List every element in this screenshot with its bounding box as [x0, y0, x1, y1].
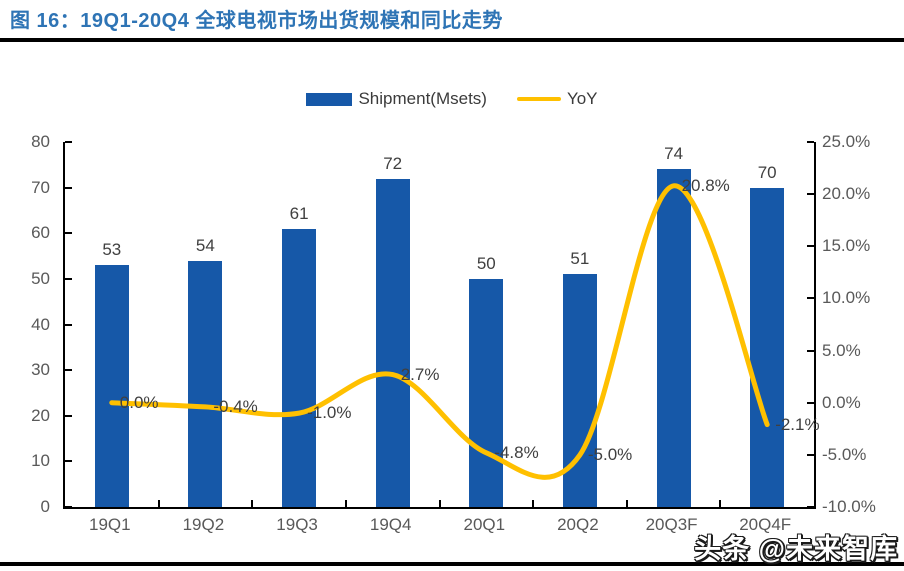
right-axis-label-5.0%: 5.0% — [822, 340, 861, 360]
legend-item-yoy: YoY — [516, 89, 598, 109]
left-axis-label-20: 20 — [31, 405, 50, 425]
x-axis-tick — [344, 500, 347, 507]
yoy-line-swatch-icon — [516, 97, 561, 101]
left-axis-tick — [65, 232, 72, 235]
right-axis-tick — [807, 506, 814, 508]
right-axis-tick — [807, 245, 814, 248]
left-axis-tick — [65, 460, 72, 463]
left-axis-label-50: 50 — [31, 268, 50, 288]
left-axis-tick — [65, 141, 72, 143]
bar-value-label-19Q4: 72 — [383, 153, 403, 173]
right-axis-tick — [807, 193, 814, 196]
right-axis-tick — [807, 401, 814, 404]
legend-item-shipment: Shipment(Msets) — [306, 89, 487, 109]
right-axis-tick — [807, 453, 814, 456]
bar-19Q2 — [188, 260, 223, 507]
yoy-value-label-19Q3: -1.0% — [307, 403, 352, 423]
bar-19Q3 — [282, 228, 317, 507]
x-axis-label-20Q2: 20Q2 — [557, 515, 599, 534]
x-axis-label-20Q1: 20Q1 — [463, 515, 506, 534]
right-axis-label-10.0%: 10.0% — [822, 288, 871, 308]
yoy-value-label-20Q3F: 20.8% — [681, 175, 730, 195]
left-axis-labels: 0 10 20 30 40 50 60 70 80 — [0, 132, 50, 516]
bar-19Q1 — [94, 265, 129, 507]
bar-19Q4 — [375, 178, 410, 507]
left-axis-label-30: 30 — [31, 360, 50, 380]
bar-value-label-19Q2: 54 — [195, 235, 215, 255]
left-axis-tick — [65, 186, 72, 189]
x-axis-tick — [532, 500, 535, 507]
x-axis-label-20Q3F: 20Q3F — [645, 515, 698, 534]
figure-title: 图 16：19Q1-20Q4 全球电视市场出货规模和同比走势 — [10, 10, 503, 32]
bar-value-label-20Q4F: 70 — [757, 162, 777, 182]
right-axis-tick — [807, 349, 814, 352]
left-axis-label-0: 0 — [40, 497, 50, 516]
bar-value-label-19Q3: 61 — [289, 203, 309, 223]
bar-20Q3F — [656, 169, 691, 507]
left-axis-label-80: 80 — [31, 132, 50, 151]
x-axis-label-19Q1: 19Q1 — [89, 515, 131, 534]
bar-20Q1 — [469, 278, 504, 507]
left-axis-label-70: 70 — [31, 177, 50, 197]
yoy-value-label-19Q1: 0.0% — [119, 392, 159, 412]
bar-value-label-20Q3F: 74 — [664, 144, 684, 164]
yoy-value-label-20Q4F: -2.1% — [775, 414, 820, 434]
x-axis-label-19Q2: 19Q2 — [182, 515, 225, 534]
x-axis-label-20Q4F: 20Q4F — [739, 515, 792, 534]
shipment-legend-label: Shipment(Msets) — [358, 89, 487, 108]
x-axis-tick — [719, 500, 722, 507]
left-axis-tick — [65, 277, 72, 280]
yoy-legend-label: YoY — [566, 89, 598, 108]
left-axis-tick — [65, 323, 72, 326]
right-axis-label-20.0%: 20.0% — [822, 184, 871, 204]
yoy-value-label-20Q1: -4.8% — [494, 442, 539, 462]
right-axis-tick — [807, 297, 814, 300]
x-axis-tick — [438, 500, 441, 507]
left-axis-tick — [65, 369, 72, 372]
right-axis-label--5.0%: -5.0% — [822, 444, 867, 464]
left-axis-label-60: 60 — [31, 223, 50, 243]
x-axis-label-19Q3: 19Q3 — [276, 515, 318, 534]
bar-value-label-20Q1: 50 — [476, 253, 496, 273]
title-divider — [0, 38, 904, 42]
watermark: 头条 @未来智库 — [694, 534, 898, 564]
yoy-value-label-20Q2: -5.0% — [587, 444, 633, 464]
right-axis-label-25.0%: 25.0% — [822, 132, 871, 151]
right-axis-label-15.0%: 15.0% — [822, 236, 871, 256]
left-axis-tick — [65, 414, 72, 417]
bottom-divider — [0, 562, 904, 566]
chart-legend: Shipment(Msets) YoY — [0, 88, 904, 110]
left-axis-tick — [65, 506, 72, 508]
x-axis-tick — [625, 500, 628, 507]
shipment-swatch-icon — [306, 92, 353, 106]
bar-value-label-20Q2: 51 — [570, 249, 590, 269]
x-axis-label-19Q4: 19Q4 — [369, 515, 412, 534]
left-axis-label-10: 10 — [31, 451, 50, 471]
bar-20Q4F — [750, 187, 785, 507]
x-axis-tick — [251, 500, 254, 507]
yoy-line — [109, 183, 770, 480]
right-axis-tick — [807, 141, 814, 143]
right-axis-labels: -10.0% -5.0% 0.0% 5.0% 10.0% 15.0% 20.0% 25.0% — [822, 132, 904, 516]
left-axis-label-40: 40 — [31, 314, 50, 334]
yoy-value-label-19Q2: -0.4% — [213, 396, 258, 416]
x-axis-tick — [157, 500, 160, 507]
right-axis-label--10.0%: -10.0% — [822, 497, 876, 516]
x-axis-labels: 19Q1 19Q2 19Q3 19Q4 20Q1 20Q2 20Q3F 20Q4F — [63, 515, 812, 539]
plot-area: 53 54 61 72 50 51 74 70 0.0% -0.4% -1.0% 2.7% -4.8% -… — [63, 141, 820, 509]
yoy-value-label-19Q4: 2.7% — [400, 364, 440, 384]
right-axis-label-0.0%: 0.0% — [822, 392, 861, 412]
bar-value-label-19Q1: 53 — [102, 240, 122, 260]
figure-title-row: 图 16：19Q1-20Q4 全球电视市场出货规模和同比走势 — [10, 6, 894, 36]
